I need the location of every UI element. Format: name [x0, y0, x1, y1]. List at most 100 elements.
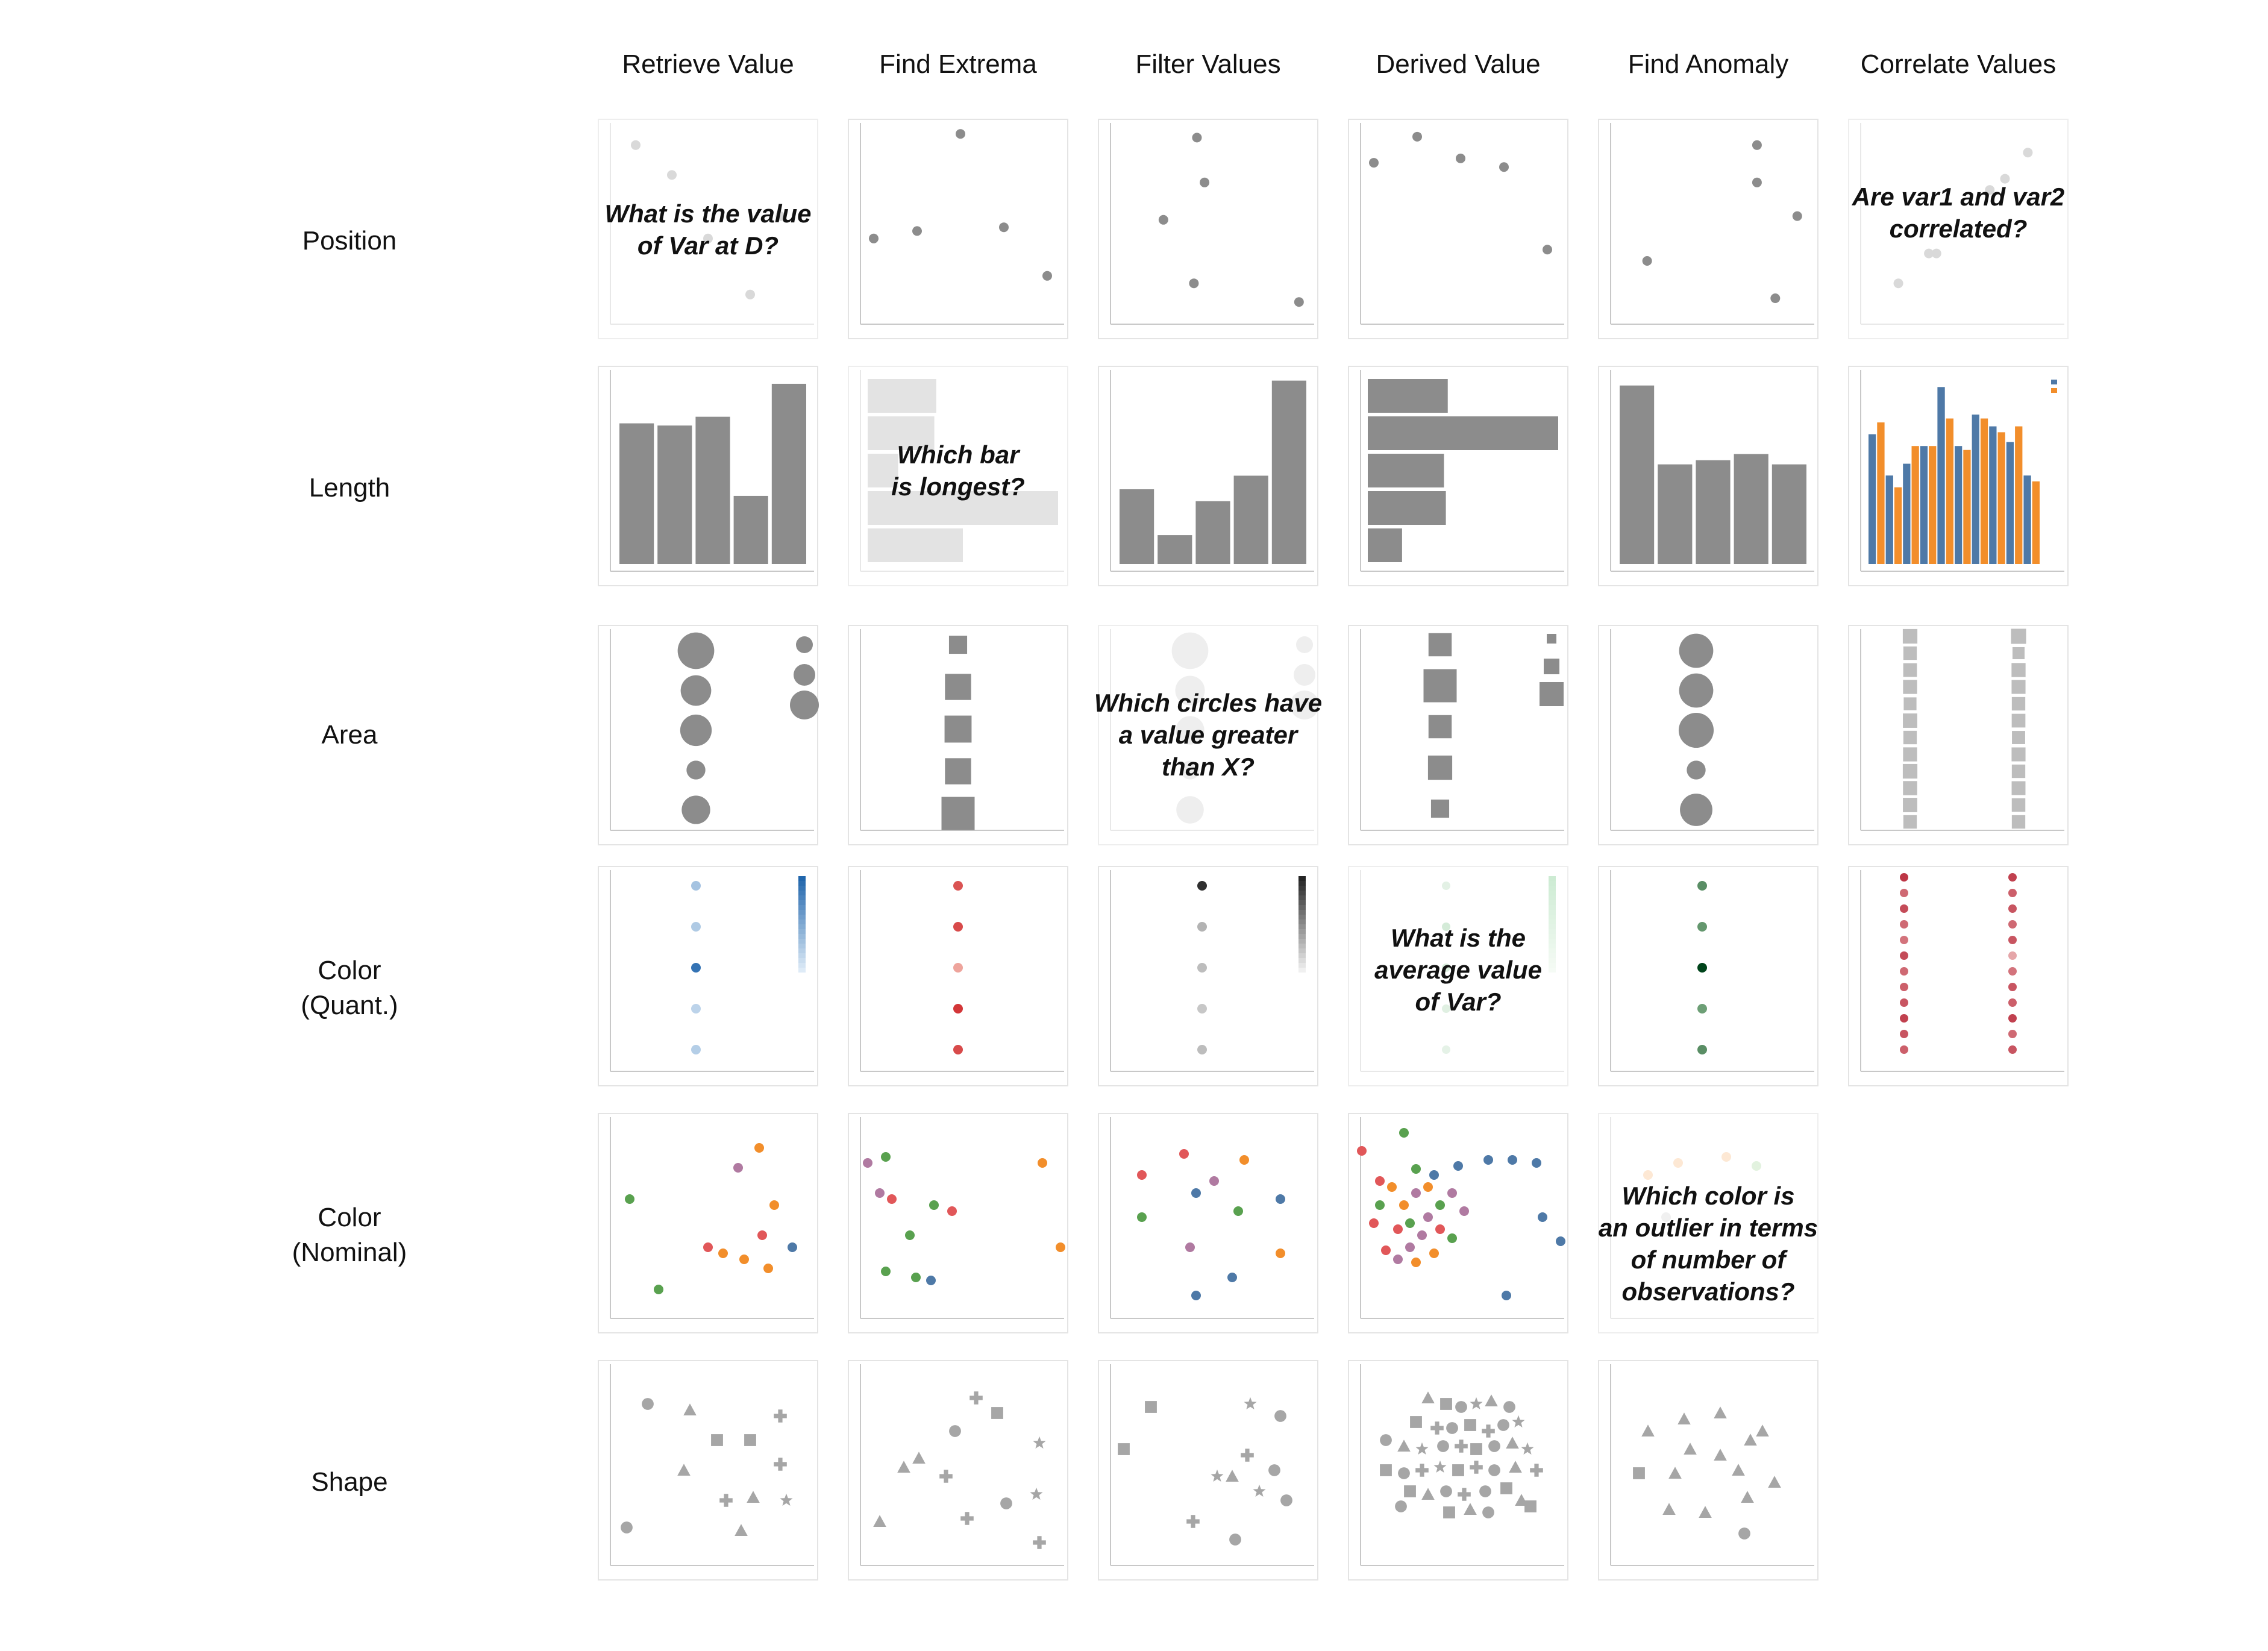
shape-star [1030, 1487, 1043, 1500]
bar-var2 [1877, 422, 1885, 564]
legend-step [798, 876, 806, 881]
data-point [953, 963, 963, 973]
shape-triangle [1641, 1424, 1655, 1436]
chart-svg [598, 366, 818, 586]
data-point [1197, 1004, 1207, 1013]
shape-cross [1430, 1421, 1444, 1435]
legend-step [798, 900, 806, 905]
data-point [1158, 215, 1168, 225]
data-square [1430, 799, 1450, 818]
data-point [2008, 967, 2017, 976]
data-square [2012, 647, 2025, 660]
bar [1658, 464, 1693, 564]
chart-frame [1348, 866, 1568, 1086]
chart-svg [1598, 625, 1818, 845]
shape-cross [1241, 1449, 1254, 1462]
data-point [691, 1004, 701, 1013]
chart-svg [1348, 366, 1568, 586]
data-point [1678, 712, 1714, 748]
data-point [1900, 936, 1908, 944]
data-point [1673, 1158, 1683, 1168]
data-point [1792, 211, 1802, 221]
data-point [1752, 177, 1762, 187]
data-point [1900, 951, 1908, 960]
data-point [1556, 1236, 1565, 1246]
data-point [2008, 889, 2017, 897]
cell-colorq-extrema [844, 862, 1073, 1091]
legend-step [1549, 895, 1556, 900]
data-point [1369, 158, 1379, 168]
shape-triangle [1678, 1412, 1691, 1424]
data-point [1642, 256, 1652, 266]
shape-circle [1488, 1440, 1500, 1452]
shape-circle [1440, 1485, 1452, 1497]
data-point [1387, 1182, 1397, 1192]
shape-triangle [1464, 1503, 1477, 1515]
bar [1696, 460, 1731, 564]
bar [733, 495, 768, 564]
chart-frame [848, 1113, 1068, 1333]
shape-triangle [1421, 1488, 1435, 1500]
legend-step [1298, 900, 1306, 905]
data-point [875, 1188, 885, 1198]
shape-square [744, 1434, 756, 1446]
shape-circle [1482, 1506, 1494, 1518]
legend-step [1298, 881, 1306, 886]
data-point [677, 632, 715, 669]
chart-frame [1848, 119, 2069, 339]
legend-step [1298, 963, 1306, 968]
bar [695, 416, 730, 564]
chart-svg [1348, 625, 1568, 845]
data-square [2011, 663, 2026, 677]
bar [868, 454, 898, 487]
data-point [1197, 881, 1207, 891]
data-point [1442, 923, 1450, 931]
column-header-4: Find Anomaly [1627, 49, 1789, 79]
cell-shape-extrema [844, 1356, 1073, 1585]
shape-cross [1482, 1424, 1495, 1438]
shape-square [1470, 1443, 1482, 1455]
row-header-1: Length [259, 471, 440, 506]
data-point [1697, 922, 1707, 932]
data-point [1197, 922, 1207, 932]
legend-step [1298, 919, 1306, 924]
data-point [1171, 632, 1209, 669]
shape-square [1633, 1467, 1645, 1479]
shape-triangle [1744, 1433, 1757, 1446]
data-point [1290, 691, 1319, 719]
chart-frame [1348, 1113, 1568, 1333]
data-point [703, 1242, 713, 1252]
bar-var2 [1946, 418, 1953, 564]
chart-svg [1598, 1113, 1818, 1333]
chart-svg [1098, 1113, 1318, 1333]
legend-step [1549, 910, 1556, 915]
data-point [796, 636, 813, 653]
data-point [912, 226, 922, 236]
shape-triangle [677, 1464, 691, 1476]
shape-triangle [747, 1491, 760, 1503]
row-header-0: Position [259, 224, 440, 258]
row-header-3: Color (Quant.) [259, 953, 440, 1023]
cell-area-extrema [844, 621, 1073, 850]
legend-step [1298, 944, 1306, 948]
shape-circle [642, 1398, 654, 1410]
data-point [1369, 1218, 1379, 1228]
row-header-5: Shape [259, 1465, 440, 1500]
bar [1620, 385, 1655, 564]
data-point [1931, 248, 1941, 258]
data-square [2011, 798, 2026, 812]
data-square [1903, 815, 1917, 829]
data-square [1423, 669, 1457, 703]
shape-circle [1395, 1500, 1407, 1512]
data-point [1442, 1004, 1450, 1013]
chart-svg [1848, 625, 2069, 845]
data-point [1423, 1212, 1433, 1222]
data-point [2008, 951, 2017, 960]
data-point [1192, 133, 1202, 143]
data-square [1903, 680, 1917, 694]
legend-step [798, 895, 806, 900]
shape-triangle [1421, 1391, 1435, 1403]
data-point [718, 1248, 728, 1258]
data-point [1191, 1188, 1201, 1198]
data-point [1893, 278, 1903, 289]
